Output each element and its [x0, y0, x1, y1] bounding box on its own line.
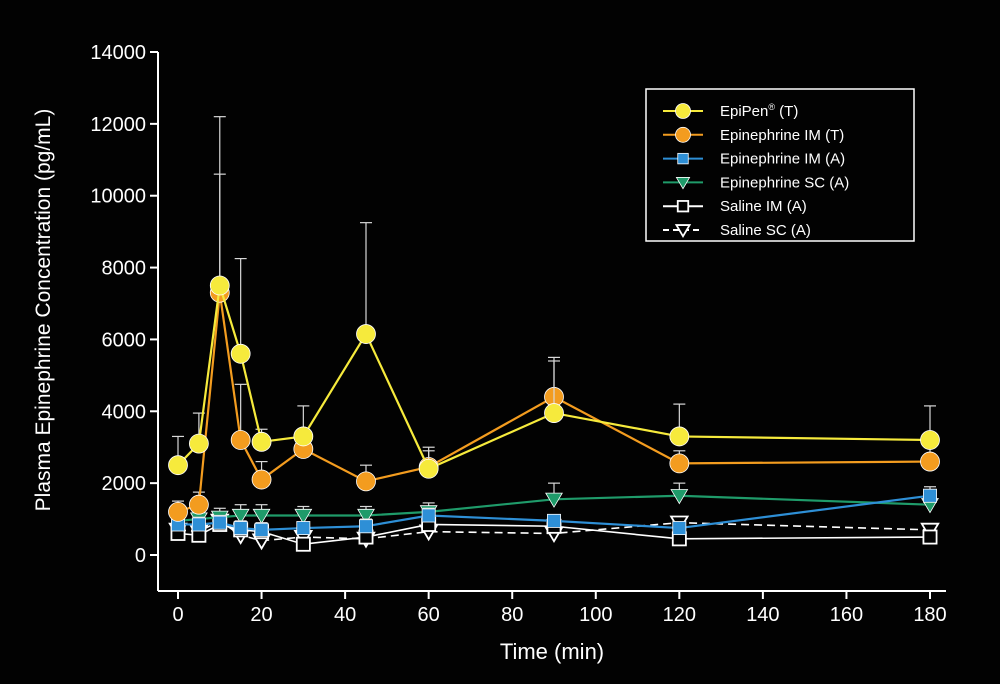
x-axis-label: Time (min)	[500, 639, 604, 664]
legend-marker	[675, 177, 691, 190]
data-point	[168, 455, 188, 476]
plot-area	[168, 116, 940, 552]
series-2	[171, 486, 937, 537]
data-point	[672, 521, 687, 536]
data-point	[251, 431, 272, 452]
data-point	[293, 426, 314, 447]
y-tick-label: 4000	[102, 401, 147, 423]
legend-series-suffix: (A)	[783, 198, 807, 215]
data-point	[545, 492, 563, 508]
y-tick-label: 2000	[102, 473, 147, 495]
legend-series-name: Epinephrine IM	[720, 151, 821, 168]
x-tick-label: 160	[830, 604, 863, 626]
data-point	[296, 521, 311, 536]
legend-series-name: Saline IM	[720, 198, 783, 215]
y-axis-ticks: 0 2000 4000 6000 8000 10000 12000 14000	[90, 42, 158, 567]
axes: 0 2000 4000 6000 8000 10000 12000 14000 0 20 40 60…	[32, 42, 947, 664]
data-point	[418, 458, 439, 479]
x-axis-ticks: 0 20 40 60 80 100 120 140 160 180	[172, 591, 947, 626]
y-tick-label: 14000	[90, 42, 146, 64]
data-point	[230, 343, 251, 364]
data-point	[923, 488, 937, 503]
x-tick-label: 60	[418, 604, 440, 626]
data-point	[295, 536, 311, 552]
data-point	[669, 426, 690, 447]
y-axis-label: Plasma Epinephrine Concentration (pg/mL)	[32, 109, 55, 512]
data-point	[922, 529, 938, 545]
legend-series-suffix: (A)	[787, 222, 811, 239]
legend-marker	[677, 152, 689, 165]
x-tick-label: 180	[913, 604, 946, 626]
legend-entries: EpiPen® (T)Epinephrine IM (T)Epinephrine…	[663, 102, 849, 239]
series-1	[168, 173, 940, 522]
y-tick-label: 8000	[102, 258, 147, 280]
data-point	[254, 522, 269, 537]
legend-series-suffix: (T)	[775, 103, 798, 120]
y-tick-label: 6000	[102, 329, 147, 351]
data-point	[251, 469, 272, 490]
data-point	[544, 403, 564, 423]
legend-series-suffix: (A)	[821, 151, 845, 168]
data-point	[421, 508, 436, 523]
data-point	[357, 508, 375, 525]
data-point	[669, 453, 690, 474]
legend-box	[645, 88, 915, 242]
legend-marker	[674, 224, 692, 239]
data-point	[168, 501, 188, 522]
data-point	[230, 430, 251, 450]
legend-entry: Epinephrine SC (A)	[663, 174, 849, 191]
data-point	[920, 451, 940, 472]
legend-entry: Epinephrine IM (A)	[663, 151, 845, 168]
data-point	[252, 508, 271, 525]
data-point	[233, 521, 248, 536]
legend-label: EpiPen® (T)	[720, 102, 798, 120]
x-tick-label: 0	[172, 604, 183, 626]
legend-label: Epinephrine IM (A)	[720, 151, 845, 168]
data-point	[356, 471, 376, 492]
legend-label: Saline IM (A)	[720, 198, 807, 215]
legend-label: Epinephrine IM (T)	[720, 127, 844, 144]
data-point	[294, 508, 313, 525]
data-point	[191, 517, 206, 532]
x-tick-label: 80	[501, 604, 523, 626]
legend-entry: EpiPen® (T)	[663, 102, 798, 120]
legend-series-suffix: (A)	[825, 174, 849, 191]
x-tick-label: 20	[250, 604, 272, 626]
data-point	[920, 430, 940, 450]
data-point	[188, 433, 209, 454]
y-tick-label: 12000	[90, 114, 146, 136]
legend-label: Epinephrine SC (A)	[720, 174, 849, 191]
legend-registered-mark: ®	[768, 102, 775, 112]
x-tick-label: 140	[746, 604, 779, 626]
legend-entry: Saline SC (A)	[663, 222, 811, 239]
legend: EpiPen® (T)Epinephrine IM (T)Epinephrine…	[645, 88, 915, 242]
data-point	[670, 489, 689, 505]
legend-series-name: EpiPen	[720, 103, 768, 120]
x-tick-label: 120	[663, 604, 696, 626]
legend-entry: Saline IM (A)	[663, 198, 807, 215]
legend-series-suffix: (T)	[821, 127, 844, 144]
y-tick-label: 0	[135, 545, 146, 567]
y-tick-label: 10000	[90, 186, 146, 208]
legend-series-name: Saline SC	[720, 222, 787, 239]
data-point	[212, 515, 227, 530]
x-tick-label: 100	[579, 604, 612, 626]
legend-entry: Epinephrine IM (T)	[663, 127, 844, 144]
legend-marker	[675, 126, 691, 143]
data-point	[231, 508, 250, 525]
legend-marker	[675, 103, 691, 119]
data-point	[359, 519, 373, 534]
legend-marker	[676, 200, 690, 213]
legend-series-name: Epinephrine IM	[720, 127, 821, 144]
x-tick-label: 40	[334, 604, 356, 626]
data-point	[356, 324, 376, 344]
data-point	[209, 275, 230, 296]
legend-label: Saline SC (A)	[720, 222, 811, 239]
data-point	[547, 513, 561, 528]
series-0	[168, 116, 940, 479]
data-point	[188, 494, 209, 515]
legend-series-name: Epinephrine SC	[720, 174, 825, 191]
